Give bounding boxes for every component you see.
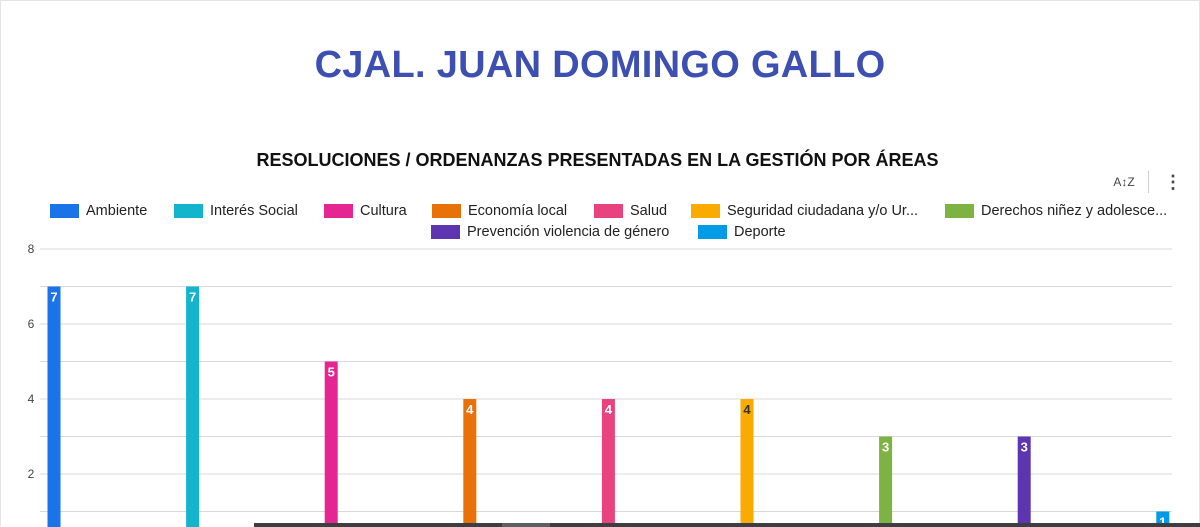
legend-item-derechos-ninez[interactable]: Derechos niñez y adolesce... bbox=[945, 203, 1167, 219]
legend-label: Seguridad ciudadana y/o Ur... bbox=[727, 203, 919, 219]
bar-ambiente[interactable] bbox=[47, 286, 61, 527]
bar-prevencion-violencia-de-genero[interactable] bbox=[1017, 436, 1031, 527]
data-label-derechos-ninez-y-adolesce: 3 bbox=[882, 440, 889, 455]
legend-label: Prevención violencia de género bbox=[467, 224, 670, 240]
data-label-cultura: 5 bbox=[328, 365, 335, 380]
y-tick-label: 2 bbox=[28, 467, 35, 481]
y-tick-label: 4 bbox=[28, 392, 35, 406]
legend-label: Cultura bbox=[360, 203, 407, 219]
data-label-salud: 4 bbox=[605, 402, 613, 417]
bar-derechos-ninez-y-adolesce[interactable] bbox=[879, 436, 893, 527]
legend-label: Interés Social bbox=[210, 203, 298, 219]
bar-economia-local[interactable] bbox=[463, 399, 477, 527]
bar-interes-social[interactable] bbox=[186, 286, 200, 527]
more-vertical-icon[interactable]: ⋮ bbox=[1164, 172, 1182, 192]
chart-title: RESOLUCIONES / ORDENANZAS PRESENTADAS EN… bbox=[256, 150, 939, 170]
legend-item-prevencion-violencia[interactable]: Prevención violencia de género bbox=[431, 224, 669, 240]
legend-swatch bbox=[698, 225, 727, 239]
bar-cultura[interactable] bbox=[324, 361, 338, 527]
page-title: CJAL. JUAN DOMINGO GALLO bbox=[314, 44, 886, 86]
legend-swatch bbox=[174, 204, 203, 218]
data-label-prevencion-violencia-de-genero: 3 bbox=[1021, 440, 1028, 455]
bar-seguridad-ciudadana-y-o-ur[interactable] bbox=[740, 399, 754, 527]
scrollbar-thumb[interactable] bbox=[502, 523, 550, 527]
horizontal-scrollbar[interactable] bbox=[254, 523, 1200, 527]
y-tick-label: 6 bbox=[28, 317, 35, 331]
legend-swatch bbox=[324, 204, 353, 218]
data-label-economia-local: 4 bbox=[466, 402, 474, 417]
sort-az-icon[interactable]: A↕Z bbox=[1113, 175, 1135, 189]
legend-swatch bbox=[594, 204, 623, 218]
legend-item-economia-local[interactable]: Economía local bbox=[432, 203, 567, 219]
legend-swatch bbox=[432, 204, 461, 218]
legend-label: Economía local bbox=[468, 203, 568, 219]
legend-label: Derechos niñez y adolesce... bbox=[981, 203, 1168, 219]
legend-item-seguridad-ciudadana[interactable]: Seguridad ciudadana y/o Ur... bbox=[691, 203, 918, 219]
legend-swatch bbox=[431, 225, 460, 239]
legend-item-cultura[interactable]: Cultura bbox=[324, 203, 407, 219]
y-tick-label: 8 bbox=[28, 242, 35, 256]
legend-swatch bbox=[691, 204, 720, 218]
legend-item-salud[interactable]: Salud bbox=[594, 203, 667, 219]
chart-legend: Ambiente Interés Social Cultura Economía… bbox=[0, 203, 1200, 247]
legend-swatch bbox=[945, 204, 974, 218]
legend-item-ambiente[interactable]: Ambiente bbox=[50, 203, 147, 219]
bar-salud[interactable] bbox=[601, 399, 615, 527]
data-label-interes-social: 7 bbox=[189, 290, 196, 305]
toolbar-divider bbox=[1148, 171, 1149, 193]
legend-label: Salud bbox=[630, 203, 668, 219]
data-label-seguridad-ciudadana-y-o-ur: 4 bbox=[743, 402, 751, 417]
data-label-ambiente: 7 bbox=[50, 290, 57, 305]
legend-item-interes-social[interactable]: Interés Social bbox=[174, 203, 298, 219]
legend-swatch bbox=[50, 204, 79, 218]
data-label-deporte: 1 bbox=[1159, 515, 1166, 527]
legend-label: Deporte bbox=[734, 224, 786, 240]
legend-item-deporte[interactable]: Deporte bbox=[698, 224, 786, 240]
legend-label: Ambiente bbox=[86, 203, 148, 219]
